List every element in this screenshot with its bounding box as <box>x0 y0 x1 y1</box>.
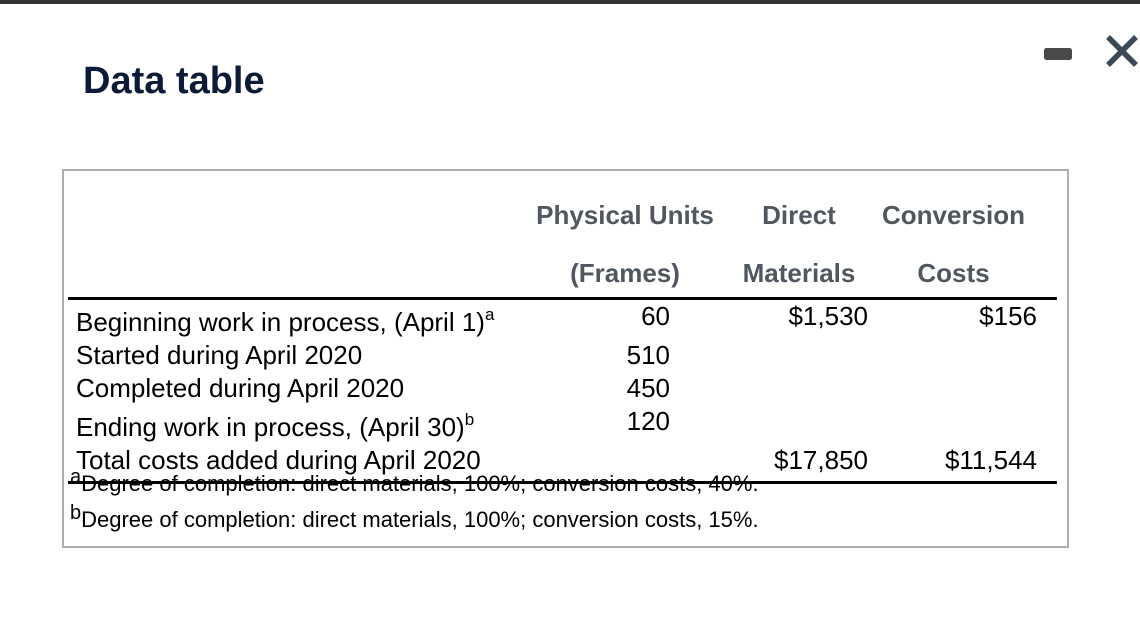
conversion-value <box>880 372 1057 405</box>
table-row-completed: Completed during April 2020 450 <box>68 372 1057 405</box>
materials-value: $1,530 <box>788 301 868 331</box>
table-row-total-costs: Total costs added during April 2020 $17,… <box>68 444 1057 484</box>
header-row-2: (Frames) Materials Costs <box>68 237 1057 300</box>
minimize-button[interactable] <box>1044 48 1072 60</box>
footnote-a: aDegree of completion: direct materials,… <box>70 467 759 497</box>
footnote-a-marker: a <box>70 466 82 488</box>
cost-table: Physical Units Direct Conversion (Frames… <box>68 171 1057 484</box>
row-label-text: Beginning work in process, (April 1) <box>76 307 485 337</box>
row-label-text: Total costs added during April 2020 <box>76 445 481 475</box>
data-table-panel: Physical Units Direct Conversion (Frames… <box>62 169 1069 548</box>
table-row-beginning-wip: Beginning work in process, (April 1)a 60… <box>68 299 1057 340</box>
footnote-b-marker: b <box>70 502 82 524</box>
column-header-frames: (Frames) <box>516 237 734 300</box>
footnote-b: bDegree of completion: direct materials,… <box>70 503 759 533</box>
materials-value: $17,850 <box>734 444 880 484</box>
materials-value <box>734 339 880 372</box>
row-label-text: Ending work in process, (April 30) <box>76 412 465 442</box>
materials-value <box>734 405 880 444</box>
minimize-icon <box>1044 48 1072 60</box>
header-row-1: Physical Units Direct Conversion <box>68 171 1057 237</box>
close-icon <box>1106 35 1138 67</box>
row-label: Ending work in process, (April 30)b <box>68 405 516 444</box>
conversion-value <box>880 339 1057 372</box>
table-row-ending-wip: Ending work in process, (April 30)b 120 <box>68 405 1057 444</box>
column-header-physical-units: Physical Units <box>536 200 714 230</box>
header-spacer <box>68 171 516 237</box>
window-top-border <box>0 0 1140 4</box>
conversion-value: $11,544 <box>880 444 1057 484</box>
row-label: Started during April 2020 <box>68 339 516 372</box>
table-row-started: Started during April 2020 510 <box>68 339 1057 372</box>
units-value <box>516 444 734 484</box>
footnote-b-text: Degree of completion: direct materials, … <box>81 507 759 532</box>
dialog-title: Data table <box>83 60 265 102</box>
close-button[interactable] <box>1103 32 1140 70</box>
materials-value <box>734 372 880 405</box>
row-label-text: Completed during April 2020 <box>76 373 405 403</box>
footnote-marker-b: b <box>464 410 475 429</box>
row-label: Beginning work in process, (April 1)a <box>68 299 516 340</box>
conversion-value <box>880 405 1057 444</box>
row-label: Total costs added during April 2020 <box>68 444 516 484</box>
units-value: 510 <box>626 340 670 370</box>
column-header-conversion: Conversion <box>881 200 1026 230</box>
units-value: 60 <box>641 301 670 331</box>
column-header-materials: Materials <box>734 237 880 300</box>
conversion-value: $156 <box>979 301 1037 331</box>
row-label-text: Started during April 2020 <box>76 340 363 370</box>
column-header-direct: Direct <box>762 200 836 230</box>
units-value: 120 <box>626 406 670 436</box>
header-spacer <box>68 237 516 300</box>
footnote-marker-a: a <box>484 305 495 324</box>
units-value: 450 <box>626 373 670 403</box>
footnote-a-text: Degree of completion: direct materials, … <box>81 471 759 496</box>
row-label: Completed during April 2020 <box>68 372 516 405</box>
column-header-costs: Costs <box>880 237 1057 300</box>
